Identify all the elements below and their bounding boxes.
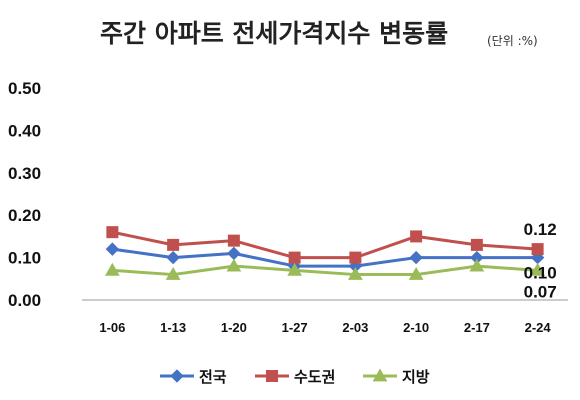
data-label: 0.12 [524, 220, 557, 239]
unit-note: (단위 :%) [487, 34, 538, 48]
legend-marker [170, 369, 184, 383]
series-2 [106, 226, 544, 264]
data-point [165, 267, 181, 280]
legend-label: 지방 [402, 368, 430, 386]
data-point [226, 258, 242, 272]
legend-label: 수도권 [294, 368, 335, 386]
data-point [531, 243, 544, 256]
x-tick-label: 2-10 [403, 320, 429, 335]
series-line [112, 230, 538, 260]
data-point [349, 251, 362, 264]
series-line [112, 247, 538, 268]
data-point [166, 250, 180, 265]
data-point [227, 246, 241, 261]
series-line [112, 264, 538, 277]
chart-title: 주간 아파트 전세가격지수 변동률 [100, 19, 448, 48]
x-tick-label: 2-24 [525, 320, 552, 335]
y-tick-label: 0.00 [8, 291, 41, 310]
data-point [287, 262, 302, 276]
y-tick-label: 0.10 [8, 249, 41, 268]
data-point [348, 267, 363, 280]
x-tick-label: 1-27 [282, 320, 308, 335]
legend-item: 전국 [160, 368, 227, 386]
y-tick-label: 0.30 [8, 164, 41, 183]
y-tick-label: 0.40 [8, 121, 41, 140]
data-point [409, 250, 423, 265]
x-axis: 1-06 1-13 1-20 1-27 2-03 2-10 2-17 2-24 [99, 320, 551, 335]
legend: 전국 수도권 지방 [160, 368, 430, 386]
data-point [105, 242, 120, 256]
legend-label: 전국 [199, 368, 227, 386]
x-tick-label: 1-06 [99, 320, 125, 335]
x-tick-label: 2-17 [464, 320, 490, 335]
legend-item: 수도권 [255, 368, 335, 386]
legend-marker [266, 370, 278, 382]
data-point [105, 262, 120, 276]
data-point [410, 230, 423, 243]
data-point [470, 238, 483, 251]
x-tick-label: 1-13 [160, 320, 186, 335]
x-tick-label: 1-20 [221, 320, 247, 335]
data-label: 0.10 [524, 264, 557, 283]
y-axis: 0.00 0.10 0.20 0.30 0.40 0.50 [8, 79, 41, 310]
data-label: 0.07 [524, 282, 557, 301]
x-tick-label: 2-03 [342, 320, 368, 335]
data-point [288, 251, 301, 264]
y-tick-label: 0.50 [8, 79, 41, 98]
data-point [106, 226, 119, 239]
data-point [469, 258, 485, 272]
data-point [530, 262, 545, 276]
end-labels: 0.12 0.100.07 [524, 220, 557, 301]
series-3 [105, 258, 545, 280]
y-tick-label: 0.20 [8, 206, 41, 225]
data-point [167, 238, 180, 251]
legend-item: 지방 [363, 368, 430, 386]
legend-marker [372, 368, 388, 382]
data-point [227, 234, 240, 247]
data-point [408, 267, 424, 280]
series-layer [105, 226, 545, 280]
